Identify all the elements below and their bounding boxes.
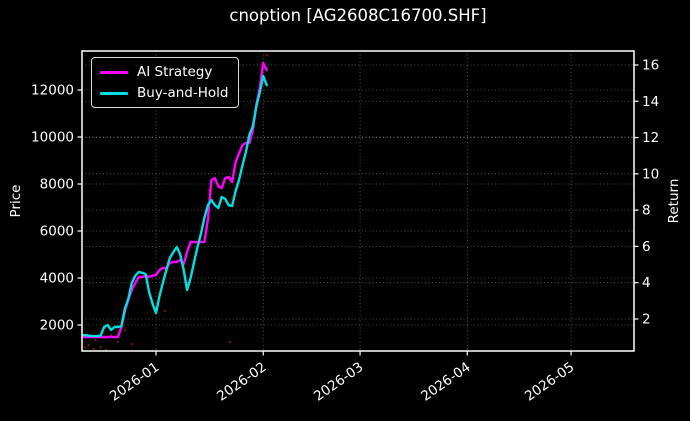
trade-marker-dot — [228, 340, 232, 344]
trade-marker-dot — [87, 343, 90, 347]
ai-strategy-label: AI Strategy — [137, 64, 213, 80]
right-tick-label: 6 — [642, 239, 651, 255]
left-tick-label: 12000 — [31, 83, 74, 99]
legend-item-buy-and-hold: Buy-and-Hold — [100, 85, 228, 101]
trade-marker-dot — [123, 328, 126, 332]
trade-marker-dot — [99, 345, 102, 349]
x-tick-label: 2026-04 — [418, 359, 473, 404]
chart-title: cnoption [AG2608C16700.SHF] — [229, 6, 487, 25]
trade-marker-dot — [84, 346, 87, 349]
x-tick-label: 2026-02 — [214, 359, 269, 404]
trade-marker-dot — [163, 309, 166, 313]
left-tick-label: 6000 — [40, 224, 74, 240]
buy-and-hold-label: Buy-and-Hold — [137, 85, 229, 101]
trade-marker-dot — [265, 53, 268, 57]
trade-marker-dot — [92, 347, 95, 351]
right-tick-label: 4 — [642, 275, 651, 291]
legend: AI Strategy Buy-and-Hold — [91, 57, 240, 108]
left-tick-label: 10000 — [31, 130, 74, 146]
x-tick-label: 2026-03 — [311, 359, 366, 404]
trade-marker-dot — [130, 342, 133, 346]
series-line-buy-and-hold — [82, 74, 268, 338]
left-tick-label: 4000 — [40, 271, 74, 287]
right-tick-label: 2 — [642, 311, 651, 327]
left-tick-label: 2000 — [40, 318, 74, 334]
right-tick-label: 10 — [642, 166, 659, 182]
y-axis-label-price: Price — [8, 184, 24, 218]
ai-strategy-swatch — [100, 70, 128, 74]
y-axis-label-return: Return — [666, 178, 682, 224]
x-tick-label: 2026-01 — [107, 359, 162, 404]
right-tick-label: 12 — [642, 130, 659, 146]
left-tick-label: 8000 — [40, 177, 74, 193]
buy-and-hold-swatch — [100, 91, 128, 95]
right-tick-label: 8 — [642, 203, 651, 219]
legend-item-ai-strategy: AI Strategy — [100, 64, 228, 80]
right-tick-label: 14 — [642, 94, 659, 110]
trade-marker-dot — [109, 334, 113, 337]
right-tick-label: 16 — [642, 57, 659, 73]
trade-marker-dot — [94, 338, 97, 342]
trade-marker-dot — [116, 340, 120, 344]
plot-spine — [81, 50, 635, 352]
x-tick-label: 2026-05 — [522, 359, 577, 404]
